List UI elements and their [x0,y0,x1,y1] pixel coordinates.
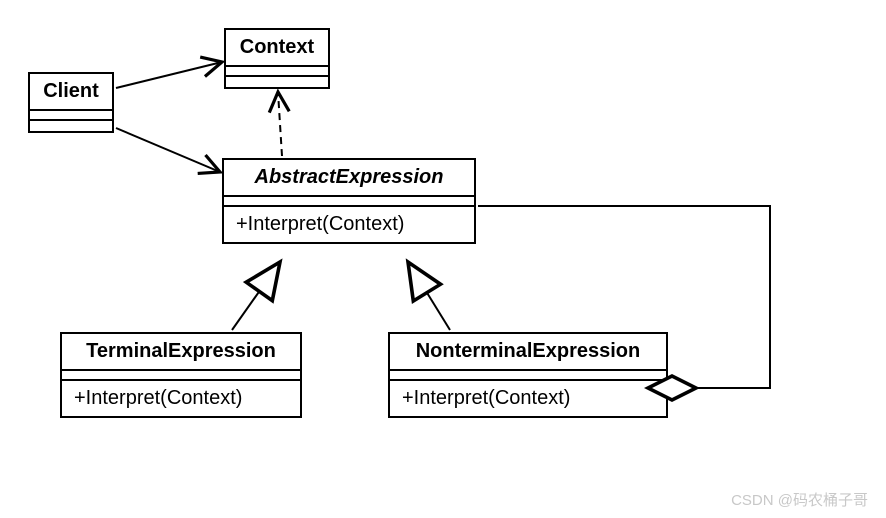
class-client-title: Client [30,74,112,111]
class-client: Client [28,72,114,133]
class-context-attrs [226,67,328,77]
class-terminal-expression-attrs [62,371,300,381]
edge-abstract-context [278,92,282,156]
class-client-attrs [30,111,112,121]
class-nonterminal-expression-title: NonterminalExpression [390,334,666,371]
edge-client-abstract [116,128,220,172]
class-terminal-expression-ops: +Interpret(Context) [62,381,300,416]
class-nonterminal-expression-attrs [390,371,666,381]
edge-client-context [116,62,222,88]
watermark: CSDN @码农桶子哥 [731,489,868,510]
class-abstract-expression-ops: +Interpret(Context) [224,207,474,242]
class-terminal-expression: TerminalExpression +Interpret(Context) [60,332,302,418]
class-abstract-expression-title: AbstractExpression [224,160,474,197]
class-nonterminal-expression: NonterminalExpression +Interpret(Context… [388,332,668,418]
diagram-connectors: Context (dashed) --> [0,0,886,518]
edge-nonterminal-inherit [408,262,450,330]
class-client-ops [30,121,112,131]
edge-terminal-inherit [232,262,280,330]
class-context: Context [224,28,330,89]
class-nonterminal-expression-ops: +Interpret(Context) [390,381,666,416]
class-abstract-expression-attrs [224,197,474,207]
class-context-ops [226,77,328,87]
class-terminal-expression-title: TerminalExpression [62,334,300,371]
class-abstract-expression: AbstractExpression +Interpret(Context) [222,158,476,244]
class-context-title: Context [226,30,328,67]
